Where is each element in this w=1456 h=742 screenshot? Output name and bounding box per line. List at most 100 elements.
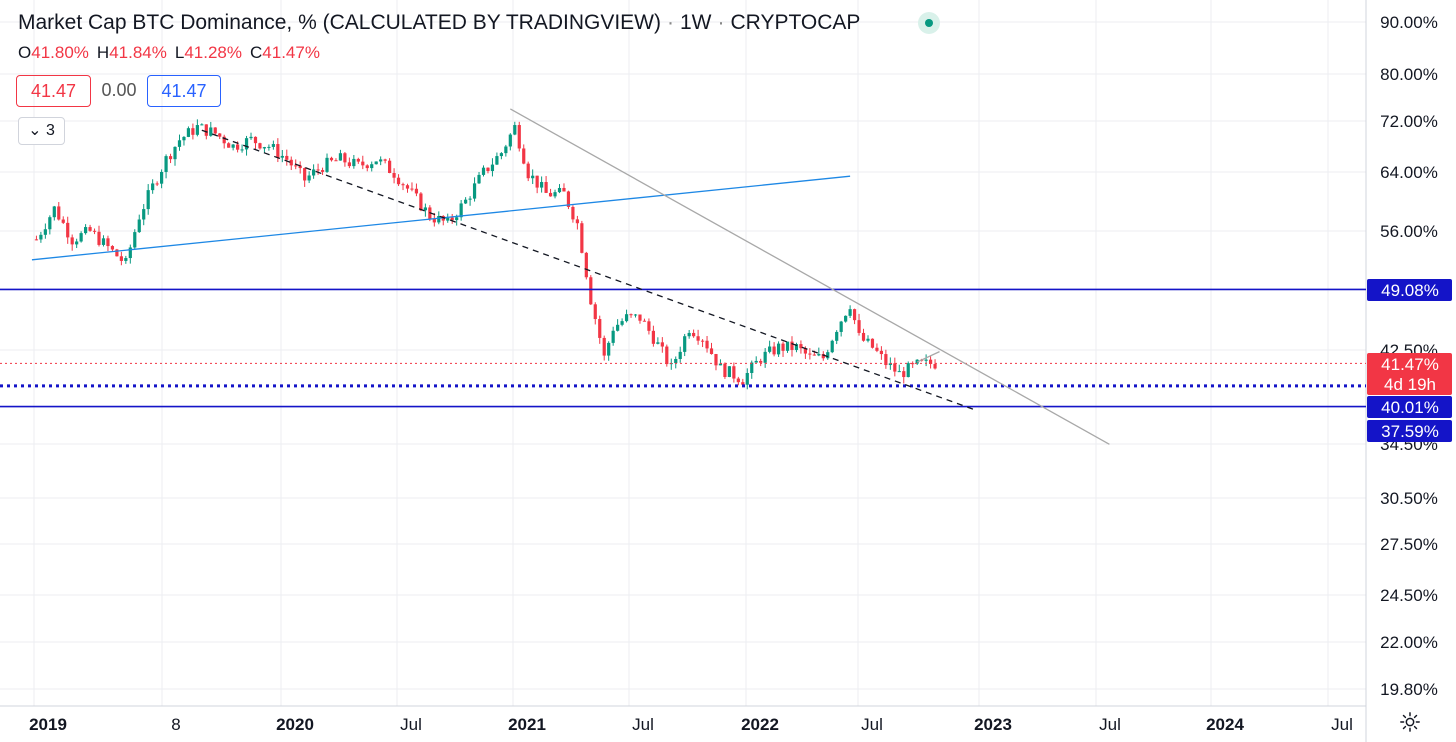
- candle-body: [571, 206, 575, 220]
- candle-body: [517, 125, 521, 149]
- candle-body: [191, 128, 195, 135]
- price-axis-label: 22.00%: [1380, 633, 1438, 652]
- candle-body: [160, 171, 164, 184]
- candle-body: [557, 187, 562, 193]
- sell-button[interactable]: 41.47: [16, 75, 91, 107]
- candle-body: [200, 124, 204, 126]
- candle-body: [933, 364, 937, 369]
- spread-value: 0.00: [101, 80, 137, 100]
- time-axis-label: 2020: [276, 715, 314, 734]
- time-axis-label: Jul: [632, 715, 654, 734]
- buy-button[interactable]: 41.47: [147, 75, 221, 107]
- candle-body: [598, 319, 602, 338]
- price-axis-label: 24.50%: [1380, 586, 1438, 605]
- candle-body: [638, 314, 642, 321]
- candle-body: [495, 156, 499, 165]
- candle-body: [794, 344, 799, 350]
- symbol-title[interactable]: Market Cap BTC Dominance, % (CALCULATED …: [18, 11, 661, 34]
- candle-body: [414, 188, 419, 194]
- candle-body: [249, 136, 253, 139]
- candle-body: [83, 227, 88, 234]
- candle-body: [285, 155, 289, 160]
- trendline-gray-descending[interactable]: [510, 108, 1110, 445]
- candle-body: [490, 164, 495, 172]
- candle-body: [218, 133, 222, 137]
- candle-body: [781, 343, 785, 351]
- candle-body: [540, 182, 544, 188]
- candle-body: [294, 165, 298, 167]
- candle-body: [911, 363, 915, 365]
- indicators-collapse-button[interactable]: ⌄ 3: [18, 117, 65, 145]
- time-axis-label: 2024: [1206, 715, 1244, 734]
- price-axis-label: 72.00%: [1380, 112, 1438, 131]
- candle-body: [209, 127, 213, 136]
- candle-body: [432, 218, 436, 223]
- candle-body: [835, 331, 839, 341]
- chart-title: Market Cap BTC Dominance, % (CALCULATED …: [18, 11, 861, 34]
- candle-body: [303, 168, 307, 181]
- candle-body: [893, 363, 897, 372]
- candle-body: [553, 192, 557, 197]
- candle-body: [526, 163, 530, 179]
- candle-body: [459, 203, 463, 218]
- candle-body: [866, 338, 870, 341]
- candle-body: [705, 340, 709, 349]
- gear-icon[interactable]: [1399, 711, 1421, 733]
- candle-body: [620, 321, 624, 325]
- candle-body: [548, 192, 553, 197]
- price-axis-label: 30.50%: [1380, 489, 1438, 508]
- candle-body: [66, 222, 70, 238]
- price-badge-value: 49.08%: [1381, 281, 1439, 300]
- candle-body: [513, 125, 517, 135]
- candle-body: [660, 342, 664, 347]
- candle-body: [696, 336, 700, 341]
- price-axis-label: 27.50%: [1380, 535, 1438, 554]
- candle-body: [875, 347, 879, 351]
- trendline-black-dashed[interactable]: [201, 129, 976, 411]
- candle-body: [683, 336, 687, 352]
- candle-body: [213, 127, 217, 134]
- candle-body: [258, 143, 262, 149]
- candle-body: [808, 353, 812, 355]
- candle-body: [48, 217, 52, 230]
- candle-body: [580, 223, 584, 253]
- time-axis-label: 2023: [974, 715, 1012, 734]
- candle-body: [222, 136, 226, 144]
- candle-body: [763, 351, 767, 363]
- market-status-icon[interactable]: [918, 12, 940, 34]
- trendline-blue-support[interactable]: [31, 175, 851, 261]
- candle-body: [164, 156, 168, 172]
- candle-body: [419, 193, 423, 211]
- candle-body: [137, 219, 141, 233]
- price-axis-label: 56.00%: [1380, 222, 1438, 241]
- time-axis-label: Jul: [400, 715, 422, 734]
- candle-body: [231, 144, 235, 148]
- candle-body: [723, 363, 727, 377]
- candle-body: [736, 378, 740, 383]
- candle-body: [535, 175, 539, 188]
- candle-body: [43, 229, 47, 235]
- candle-body: [271, 144, 275, 147]
- candle-body: [821, 354, 825, 359]
- candle-body: [365, 165, 369, 169]
- trendline-gray-recent[interactable]: [916, 351, 940, 363]
- candle-body: [902, 371, 906, 378]
- candle-body: [88, 227, 92, 231]
- interval-label[interactable]: 1W: [680, 11, 712, 34]
- indicator-count: 3: [45, 122, 55, 139]
- candle-body: [499, 153, 503, 157]
- candle-body: [106, 238, 110, 247]
- candle-body: [584, 252, 588, 278]
- candle-body: [602, 337, 606, 356]
- candle-body: [361, 161, 365, 166]
- time-axis-label: 2019: [29, 715, 67, 734]
- candle-body: [450, 217, 454, 221]
- time-axis-label: Jul: [861, 715, 883, 734]
- candle-body: [133, 232, 137, 248]
- candle-body: [401, 184, 405, 186]
- candle-body: [338, 153, 343, 161]
- candle-body: [57, 206, 61, 220]
- candle-body: [343, 153, 347, 163]
- candle-body: [522, 148, 526, 164]
